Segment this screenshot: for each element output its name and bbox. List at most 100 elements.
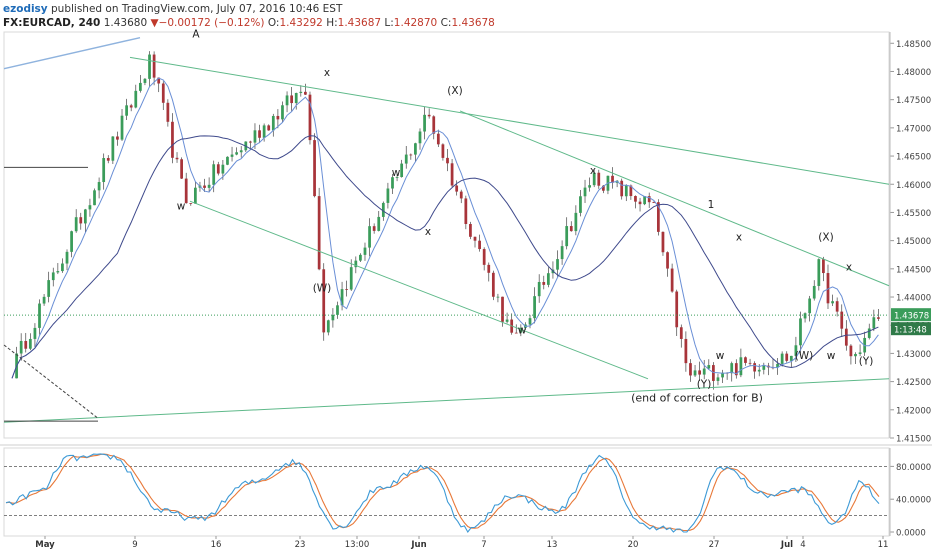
candle-body [730, 363, 734, 374]
candle-body [166, 102, 170, 122]
candle-body [436, 133, 440, 145]
symbol-label[interactable]: FX:EURCAD, 240 [3, 17, 101, 29]
candle-body [359, 254, 362, 261]
candle-body [721, 372, 724, 378]
candle-body [877, 317, 880, 319]
candle-body [748, 362, 752, 364]
candle-body [304, 91, 307, 95]
candle-body [203, 185, 206, 188]
candle-body [79, 217, 83, 224]
candle-body [629, 185, 633, 197]
candle-body [505, 319, 509, 322]
fast-moving-average-line [11, 77, 879, 379]
candle-body [377, 216, 381, 231]
candle-body [712, 365, 715, 381]
candle-body [120, 115, 124, 140]
candle-body [207, 184, 211, 188]
wave-annotation: (X) [818, 232, 833, 244]
wave-annotation: (Y) [859, 356, 874, 368]
inner-channel-line [459, 110, 890, 287]
price-tick-label: 1.46500 [896, 153, 931, 163]
last-price: 1.43680 [103, 17, 148, 29]
candle-body [262, 125, 266, 138]
candle-body [601, 185, 605, 191]
price-tick-label: 1.46000 [896, 181, 931, 191]
publisher-username[interactable]: ezodisy [3, 3, 48, 15]
candle-body [368, 226, 371, 248]
candle-body [354, 260, 358, 268]
channel-upper-line [129, 56, 890, 185]
wave-annotation: w [716, 350, 725, 362]
candle-body [409, 154, 413, 156]
oscillator-tick-label: 80.0000 [896, 463, 931, 473]
wave-annotation: A [192, 29, 200, 41]
close-value: 1.43678 [451, 17, 495, 29]
wave-annotation: x [736, 232, 742, 244]
price-tick-label: 1.47000 [896, 124, 931, 134]
candle-body [469, 223, 472, 237]
candle-body [423, 114, 426, 132]
candle-body [844, 328, 848, 346]
time-axis-label: 11 [878, 540, 889, 550]
wave-annotation: w [518, 325, 527, 337]
oscillator-pane-frame [3, 447, 890, 537]
candle-body [652, 202, 656, 203]
candle-body [780, 353, 784, 364]
candle-body [404, 154, 408, 164]
current-price-badge [891, 308, 931, 322]
candle-body [482, 249, 486, 265]
candle-body [666, 252, 669, 269]
wave-annotation: (W) [795, 350, 814, 362]
candle-body [817, 259, 821, 286]
time-axis-label: 13:00 [345, 540, 370, 550]
candle-body [473, 236, 477, 241]
candle-body [565, 226, 569, 247]
candle-body [858, 352, 862, 354]
wave-annotation: w [392, 167, 401, 179]
open-label: O: [267, 17, 280, 29]
candle-body [65, 251, 69, 264]
candle-body [611, 175, 614, 183]
candle-body [189, 203, 193, 204]
wave-annotation: x [846, 262, 852, 274]
price-tick-label: 1.47500 [896, 96, 931, 106]
wave-annotation: w [827, 350, 836, 362]
header-line-1: ezodisy published on TradingView.com, Ju… [3, 3, 342, 16]
candle-body [38, 303, 41, 328]
close-label: C: [440, 17, 452, 29]
candle-body [459, 191, 463, 199]
candle-body [679, 327, 683, 339]
candle-body [835, 301, 839, 312]
oscillator-tick-label: 0.0000 [896, 529, 926, 539]
candle-body [785, 353, 789, 361]
candle-body [349, 267, 353, 290]
published-text: published on TradingView.com, July 07, 2… [51, 3, 343, 15]
candle-body [689, 363, 692, 376]
candle-body [322, 269, 326, 333]
candle-body [97, 182, 101, 191]
candle-body [656, 202, 660, 232]
wave-annotation: (W) [313, 282, 332, 294]
low-label: L: [384, 17, 394, 29]
wave-annotation: w [177, 201, 186, 213]
candle-body [533, 296, 536, 319]
low-value: 1.42870 [393, 17, 438, 29]
candle-body [698, 370, 702, 375]
price-tick-label: 1.43000 [896, 350, 931, 360]
candle-body [854, 353, 857, 357]
countdown-badge [891, 322, 931, 336]
time-axis-label: 4 [800, 540, 805, 550]
wave-annotation: x [324, 67, 330, 79]
candle-body [478, 240, 481, 250]
candle-body [556, 259, 559, 270]
price-tick-label: 1.44000 [896, 294, 931, 304]
price-tick-label: 1.41500 [896, 435, 931, 445]
high-value: 1.43687 [337, 17, 382, 29]
wave-annotation: (X) [447, 85, 462, 97]
oscillator-tick-label: 40.0000 [896, 496, 931, 506]
candle-body [867, 328, 871, 338]
candle-body [148, 54, 151, 79]
candle-body [138, 82, 142, 91]
candle-body [102, 158, 106, 183]
